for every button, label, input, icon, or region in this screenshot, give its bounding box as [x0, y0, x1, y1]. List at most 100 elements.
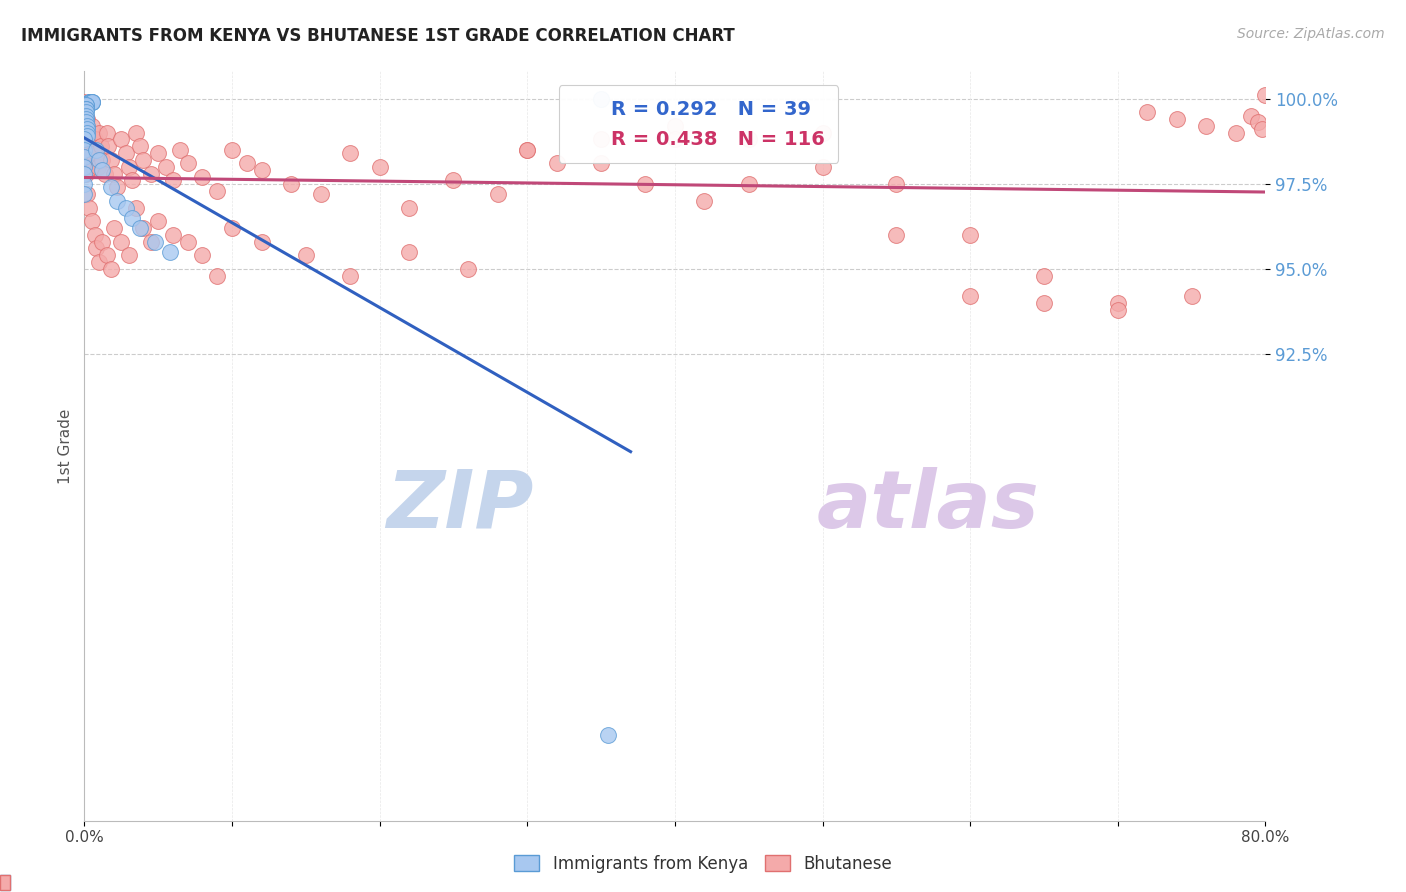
- Point: [598, 729, 620, 743]
- Point: [75, 102, 97, 116]
- Point: [1033, 268, 1056, 283]
- Point: [86, 160, 108, 174]
- Point: [73, 132, 96, 146]
- Point: [73, 105, 96, 120]
- Point: [738, 132, 761, 146]
- Point: [73, 160, 96, 174]
- Point: [79, 95, 101, 109]
- Point: [1107, 296, 1129, 310]
- Point: [96, 126, 118, 140]
- Point: [75, 112, 97, 126]
- Point: [250, 235, 273, 249]
- Point: [76, 112, 98, 126]
- Point: [159, 244, 181, 259]
- Point: [121, 173, 143, 187]
- Point: [79, 95, 101, 109]
- Point: [75, 109, 97, 123]
- Point: [75, 98, 97, 112]
- Point: [75, 102, 97, 116]
- Point: [75, 153, 97, 167]
- Point: [75, 132, 97, 146]
- Point: [73, 177, 96, 191]
- Point: [1254, 88, 1277, 103]
- Point: [82, 160, 104, 174]
- Point: [76, 129, 98, 144]
- Point: [118, 248, 141, 262]
- Point: [221, 221, 243, 235]
- Point: [77, 139, 100, 153]
- Y-axis label: 1st Grade: 1st Grade: [58, 409, 73, 483]
- Point: [516, 143, 538, 157]
- Point: [75, 146, 97, 161]
- Point: [143, 235, 166, 249]
- Point: [80, 95, 103, 109]
- Point: [77, 95, 100, 109]
- Point: [591, 92, 613, 106]
- Point: [516, 143, 538, 157]
- Point: [1136, 105, 1159, 120]
- Point: [546, 156, 568, 170]
- Point: [129, 139, 152, 153]
- Point: [664, 132, 686, 146]
- Point: [398, 244, 420, 259]
- Point: [73, 149, 96, 163]
- Point: [664, 119, 686, 133]
- Point: [75, 115, 97, 129]
- Point: [110, 235, 132, 249]
- Point: [83, 227, 105, 242]
- Point: [1225, 126, 1247, 140]
- Point: [591, 156, 613, 170]
- Point: [100, 180, 122, 194]
- Point: [91, 235, 114, 249]
- Point: [105, 194, 128, 208]
- Point: [76, 126, 98, 140]
- Legend: R = 0.292   N = 39, R = 0.438   N = 116: R = 0.292 N = 39, R = 0.438 N = 116: [558, 85, 838, 163]
- Point: [443, 173, 465, 187]
- Point: [236, 156, 259, 170]
- Text: Source: ZipAtlas.com: Source: ZipAtlas.com: [1237, 27, 1385, 41]
- Point: [1166, 112, 1188, 126]
- Point: [73, 112, 96, 126]
- Point: [811, 160, 834, 174]
- Text: IMMIGRANTS FROM KENYA VS BHUTANESE 1ST GRADE CORRELATION CHART: IMMIGRANTS FROM KENYA VS BHUTANESE 1ST G…: [21, 27, 735, 45]
- Point: [73, 119, 96, 133]
- Point: [82, 146, 104, 161]
- Point: [76, 122, 98, 136]
- Point: [368, 160, 391, 174]
- Point: [73, 186, 96, 201]
- Point: [1240, 109, 1263, 123]
- Point: [100, 153, 122, 167]
- Point: [207, 184, 229, 198]
- Point: [811, 126, 834, 140]
- Point: [75, 160, 97, 174]
- Point: [114, 201, 136, 215]
- Point: [80, 95, 103, 109]
- Point: [103, 221, 125, 235]
- Point: [80, 214, 103, 228]
- Point: [77, 132, 100, 146]
- Point: [339, 146, 361, 161]
- Point: [177, 235, 200, 249]
- Point: [110, 132, 132, 146]
- Point: [73, 95, 96, 109]
- Point: [80, 119, 103, 133]
- Point: [73, 143, 96, 157]
- Point: [886, 227, 908, 242]
- Point: [162, 173, 184, 187]
- Point: [77, 201, 100, 215]
- Text: ZIP: ZIP: [385, 467, 533, 545]
- Point: [125, 126, 148, 140]
- Point: [91, 163, 114, 178]
- Point: [103, 167, 125, 181]
- Point: [129, 221, 152, 235]
- Point: [457, 261, 479, 276]
- Point: [634, 177, 657, 191]
- Point: [76, 119, 98, 133]
- Point: [73, 167, 96, 181]
- Point: [87, 126, 111, 140]
- Point: [148, 146, 170, 161]
- Point: [76, 126, 98, 140]
- Point: [250, 163, 273, 178]
- Point: [177, 156, 200, 170]
- Point: [94, 167, 117, 181]
